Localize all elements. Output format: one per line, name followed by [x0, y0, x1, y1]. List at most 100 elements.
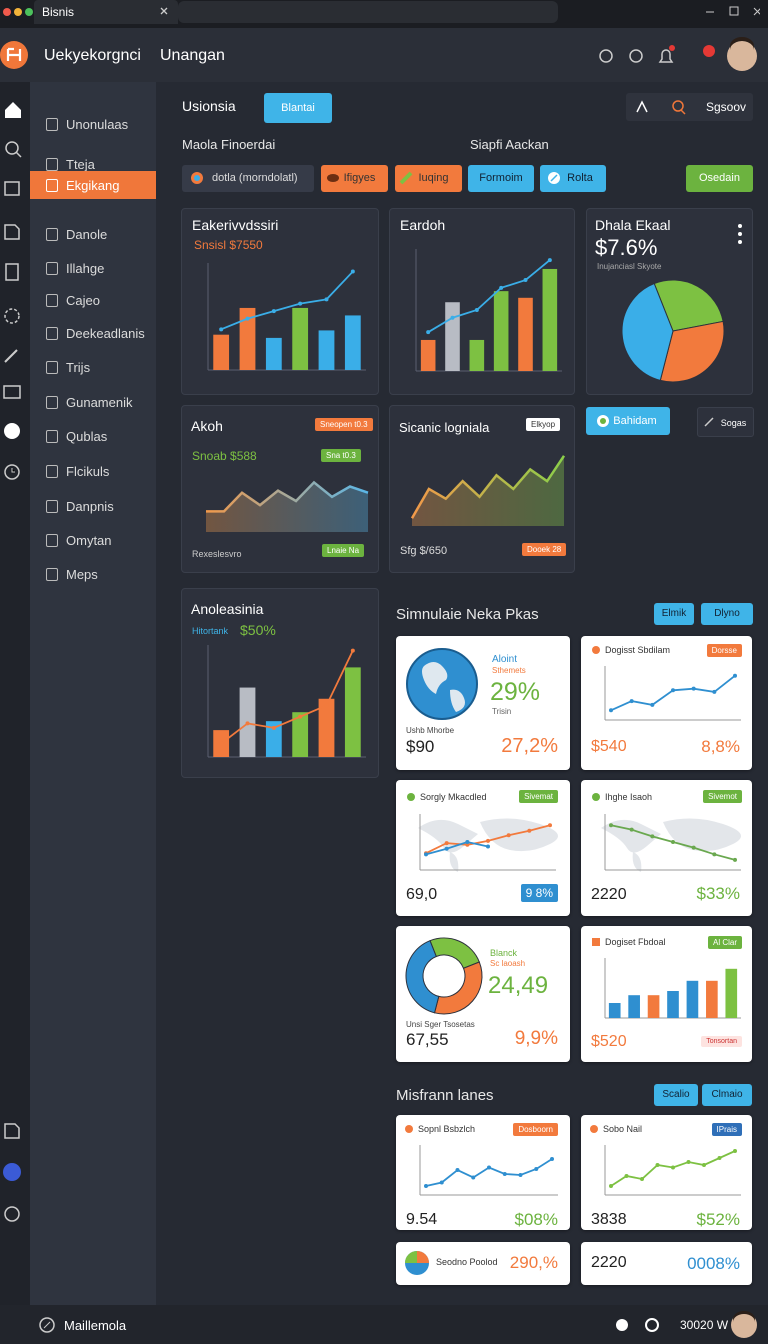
globe-icon — [406, 648, 478, 720]
point — [271, 309, 276, 314]
tab[interactable] — [34, 0, 178, 24]
nav-item[interactable]: Meps — [30, 560, 156, 588]
icon-rail[interactable] — [0, 82, 30, 1305]
change: $33% — [696, 884, 740, 903]
card-subtitle: Inujanciasl Skyote — [597, 262, 662, 271]
amount: 2220 — [591, 1254, 627, 1271]
mix-chart — [405, 937, 483, 1015]
toolbar-icons[interactable] — [626, 93, 696, 121]
nav-label: Deekeadlanis — [66, 326, 145, 341]
area — [412, 455, 564, 526]
footer-label: Maillemola — [64, 1318, 127, 1333]
point — [712, 689, 717, 694]
point — [298, 714, 303, 719]
point — [624, 1174, 629, 1178]
lane-card: Sobo Nail IPrais 3838 $52% — [581, 1115, 752, 1230]
point — [733, 673, 737, 678]
filter-chip[interactable]: dotla (morndolatl) — [182, 165, 314, 192]
tab-button[interactable]: Blantai — [264, 93, 332, 123]
nav-item[interactable]: Omytan — [30, 526, 156, 554]
amount: 67,55 — [406, 1030, 449, 1049]
point — [691, 845, 696, 850]
bar — [265, 721, 282, 757]
point — [609, 1184, 613, 1188]
analysis-card: Anoleasinia Hitortank $50% — [181, 588, 379, 778]
nav-item[interactable]: Danole — [30, 220, 156, 248]
point — [487, 1165, 491, 1170]
volume-chart — [604, 958, 741, 1019]
button-icon — [597, 415, 609, 427]
filter-chip[interactable]: Formoim — [468, 165, 534, 192]
change: 27,2% — [501, 735, 558, 757]
button-icon — [704, 417, 714, 427]
point — [609, 708, 613, 713]
point — [550, 1157, 554, 1161]
value: 29% — [490, 678, 541, 706]
bar — [318, 698, 335, 757]
point — [629, 827, 634, 832]
nav-item[interactable]: Illahge — [30, 254, 156, 282]
trend-card: Akoh Sneopen t0.3 Snoab $588 Sna t0.3 Re… — [181, 405, 379, 573]
point — [271, 725, 276, 730]
nav-item[interactable]: Deekeadlanis — [30, 319, 156, 347]
nav-icon — [46, 158, 58, 171]
line — [220, 270, 354, 331]
button[interactable]: Scalio — [654, 1084, 698, 1106]
bar — [239, 307, 256, 370]
bar — [667, 991, 679, 1018]
volume-card: Dogiset Fbdoal Al Clar $520 Tonsortan — [581, 926, 752, 1062]
nav-icon — [46, 294, 58, 307]
nav-label: Qublas — [66, 429, 108, 444]
nav-item[interactable]: Trijs — [30, 353, 156, 381]
button[interactable]: Elmik — [654, 603, 694, 625]
point — [702, 1163, 706, 1167]
button[interactable]: Clmaio — [702, 1084, 752, 1106]
bar — [542, 268, 558, 371]
menu-icon[interactable] — [737, 223, 743, 245]
slice — [659, 320, 725, 383]
bar — [344, 667, 361, 757]
revenue-card: Eakerivvdssiri Snsisl $7550 — [181, 208, 379, 395]
nav-item[interactable]: Flcikuls — [30, 457, 156, 485]
revenue-chart — [207, 263, 366, 371]
line — [206, 480, 369, 513]
nav-icon — [46, 430, 58, 443]
nav-item[interactable]: Danpnis — [30, 492, 156, 520]
account[interactable]: Sgsoov — [706, 100, 747, 114]
avatar[interactable] — [730, 1311, 758, 1339]
nav-item[interactable]: Unonulaas — [30, 110, 156, 138]
card-title: Dogiset Fbdoal — [605, 937, 666, 947]
bar — [518, 297, 533, 371]
nav-item[interactable]: Gunamenik — [30, 388, 156, 416]
action-button[interactable]: Osedain — [686, 165, 753, 192]
section-title: Misfrann lanes — [396, 1087, 494, 1104]
amount: 9.54 — [406, 1211, 438, 1228]
slice — [433, 961, 483, 1015]
nav-item[interactable]: Tteja — [30, 150, 156, 178]
button[interactable]: Dlyno — [701, 603, 753, 625]
amount: 69,0 — [406, 886, 438, 903]
nav-icon — [46, 262, 58, 275]
nav-label: Unonulaas — [66, 117, 129, 132]
bar — [608, 1003, 621, 1018]
bar — [647, 995, 660, 1018]
point — [640, 1177, 644, 1181]
nav-item[interactable]: Qublas — [30, 422, 156, 450]
point — [450, 315, 455, 320]
toolbar-box: Sgsoov — [626, 93, 753, 121]
point — [609, 823, 613, 828]
nav-item[interactable]: Ekgikang — [30, 171, 156, 199]
point — [547, 258, 552, 263]
footer-icons[interactable] — [612, 1315, 662, 1335]
nav-item[interactable]: Cajeo — [30, 286, 156, 314]
label: Sthemets — [492, 666, 526, 675]
tab-title: Bisnis — [42, 5, 75, 19]
header-icons[interactable] — [596, 28, 766, 82]
button[interactable]: Sogas — [697, 407, 754, 437]
card-value: Snoab $588 — [192, 449, 257, 463]
chip-icons — [191, 171, 560, 185]
point — [650, 834, 655, 839]
line — [220, 650, 354, 745]
nav-label: Omytan — [66, 533, 112, 548]
badge: Dosboorn — [513, 1123, 558, 1136]
